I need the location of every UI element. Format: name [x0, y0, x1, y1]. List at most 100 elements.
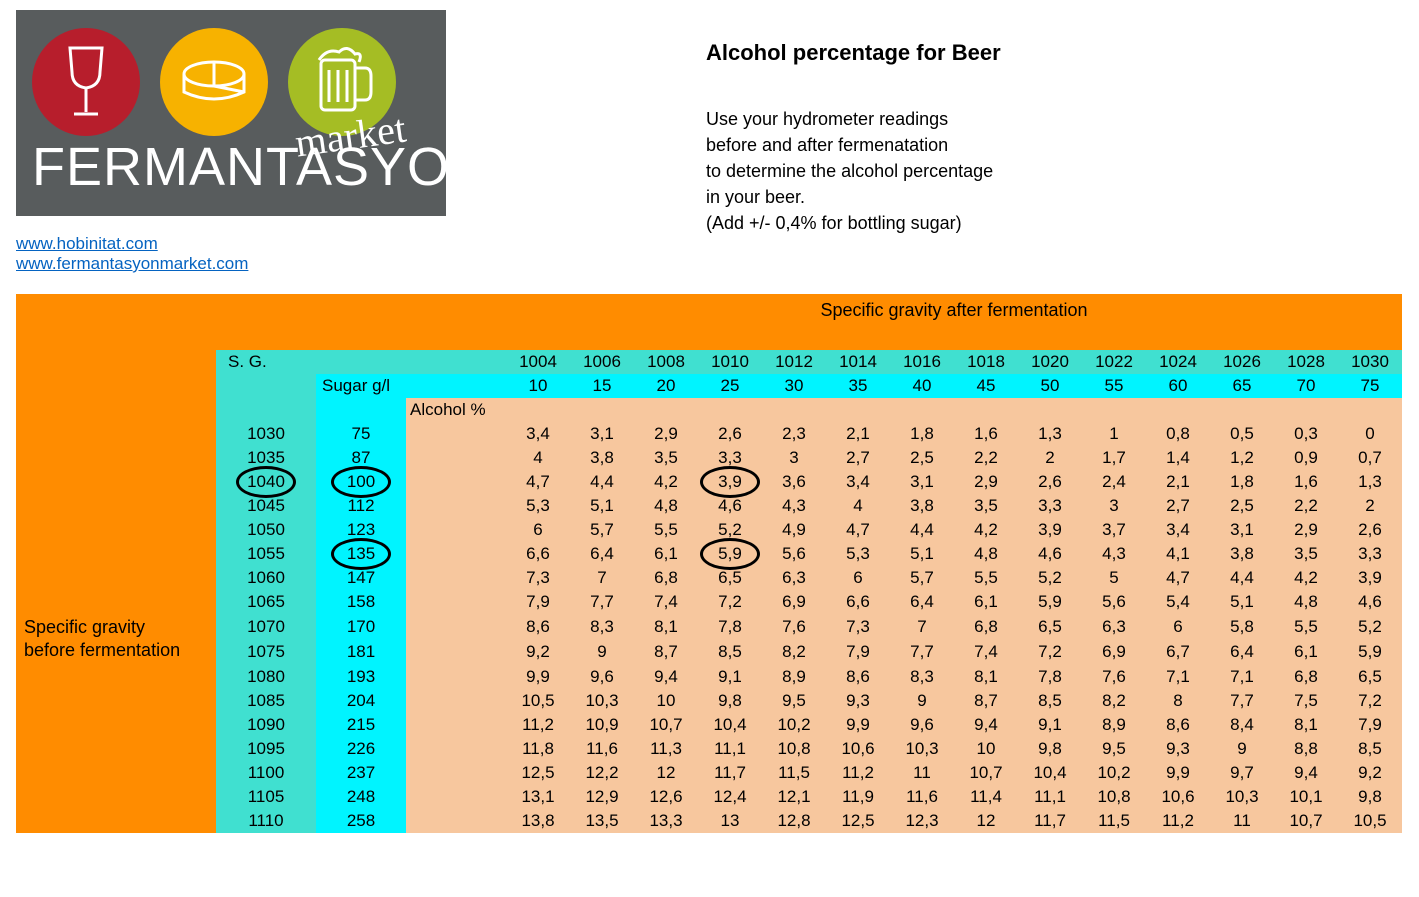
- cell-value: 11,7: [1018, 809, 1082, 833]
- side-label-before-fermentation: Specific gravitybefore fermentation: [16, 614, 216, 665]
- cell-value: 6: [1146, 614, 1210, 639]
- spacer: [16, 374, 216, 398]
- cell-value: 9,4: [634, 665, 698, 689]
- cell-value: 9,4: [1274, 761, 1338, 785]
- row-sg: 1075: [216, 639, 316, 664]
- spacer: [216, 398, 316, 422]
- spacer: [506, 327, 1402, 350]
- spacer: [216, 327, 506, 350]
- cell-value: 2: [1018, 446, 1082, 470]
- cell-value: 7,2: [1338, 689, 1402, 713]
- table-row: 105012365,75,55,24,94,74,44,23,93,73,43,…: [16, 518, 1402, 542]
- cell-value: 3,4: [506, 422, 570, 446]
- cell-value: 9,9: [506, 665, 570, 689]
- cell-value: 3,4: [1146, 518, 1210, 542]
- cell-value: 10,3: [570, 689, 634, 713]
- cell-value: 6,8: [954, 614, 1018, 639]
- table-row: 10801939,99,69,49,18,98,68,38,17,87,67,1…: [16, 665, 1402, 689]
- cell-value: 10,2: [1082, 761, 1146, 785]
- col-header-sg: 1010: [698, 350, 762, 374]
- cell-value: 11,9: [826, 785, 890, 809]
- cell-value: 1,3: [1018, 422, 1082, 446]
- spacer: [16, 327, 216, 350]
- cell-value: 9,6: [570, 665, 634, 689]
- row-sugar: 75: [316, 422, 406, 446]
- row-sugar: 226: [316, 737, 406, 761]
- spacer: [406, 542, 506, 566]
- spacer: [16, 590, 216, 614]
- cell-value: 6,3: [1082, 614, 1146, 639]
- cell-value: 2,6: [1338, 518, 1402, 542]
- cell-value: 2: [1338, 494, 1402, 518]
- cell-value: 8,3: [890, 665, 954, 689]
- col-header-sugar: 15: [570, 374, 634, 398]
- row-sg: 1065: [216, 590, 316, 614]
- cell-value: 4,9: [762, 518, 826, 542]
- cell-value: 5: [1082, 566, 1146, 590]
- cell-value: 5,2: [1018, 566, 1082, 590]
- col-header-sg: 1028: [1274, 350, 1338, 374]
- spacer: [406, 713, 506, 737]
- cell-value: 7,8: [698, 614, 762, 639]
- col-header-sugar: 75: [1338, 374, 1402, 398]
- cell-value: 8,3: [570, 614, 634, 639]
- cell-value: 8,8: [1274, 737, 1338, 761]
- col-header-sugar: 25: [698, 374, 762, 398]
- cell-value: 7,7: [1210, 689, 1274, 713]
- cell-value: 6,6: [506, 542, 570, 566]
- page: market FERMANTASYON www.hobinitat.com ww…: [0, 0, 1419, 843]
- cell-value: 9: [890, 689, 954, 713]
- row-sugar: 100: [316, 470, 406, 494]
- cell-value: 2,9: [1274, 518, 1338, 542]
- cell-value: 10,1: [1274, 785, 1338, 809]
- table-row: 108520410,510,3109,89,59,398,78,58,287,7…: [16, 689, 1402, 713]
- row-sugar: 181: [316, 639, 406, 664]
- row-sg: 1080: [216, 665, 316, 689]
- table-row: 1030753,43,12,92,62,32,11,81,61,310,80,5…: [16, 422, 1402, 446]
- cell-value: 3,8: [890, 494, 954, 518]
- row-sg: 1070: [216, 614, 316, 639]
- cell-value: 5,1: [890, 542, 954, 566]
- circled-highlight: 135: [340, 544, 382, 564]
- cell-value: 9,1: [1018, 713, 1082, 737]
- link-fermantasyonmarket[interactable]: www.fermantasyonmarket.com: [16, 254, 248, 273]
- cell-value: 1,4: [1146, 446, 1210, 470]
- cell-value: 2,9: [634, 422, 698, 446]
- cell-value: 7,9: [1338, 713, 1402, 737]
- circled-highlight: 1040: [245, 472, 287, 492]
- cell-value: 9,6: [890, 713, 954, 737]
- cell-value: 8,7: [954, 689, 1018, 713]
- row-sugar: 193: [316, 665, 406, 689]
- cell-value: 4,2: [634, 470, 698, 494]
- cell-value: 5,9: [1338, 639, 1402, 664]
- spacer: [16, 761, 216, 785]
- spacer: [406, 761, 506, 785]
- cell-value: 4,4: [1210, 566, 1274, 590]
- cell-value: 11,1: [1018, 785, 1082, 809]
- spacer: [406, 614, 506, 639]
- cell-value: 6,7: [1146, 639, 1210, 664]
- table-row: 10601477,376,86,56,365,75,55,254,74,44,2…: [16, 566, 1402, 590]
- cell-value: 7,9: [506, 590, 570, 614]
- header: market FERMANTASYON www.hobinitat.com ww…: [16, 10, 1403, 274]
- spacer: [16, 494, 216, 518]
- cell-value: 2,1: [1146, 470, 1210, 494]
- cell-value: 9,3: [826, 689, 890, 713]
- cell-value: 4,6: [698, 494, 762, 518]
- cell-value: 11,2: [506, 713, 570, 737]
- spacer: [16, 713, 216, 737]
- cell-value: 11,8: [506, 737, 570, 761]
- cell-value: 10,4: [698, 713, 762, 737]
- cell-value: 7: [890, 614, 954, 639]
- spacer: [406, 809, 506, 833]
- cell-value: 11,2: [826, 761, 890, 785]
- link-hobinitat[interactable]: www.hobinitat.com: [16, 234, 158, 253]
- cell-value: 9,2: [506, 639, 570, 664]
- spacer: [16, 809, 216, 833]
- cell-value: 1: [1082, 422, 1146, 446]
- cell-value: 11,2: [1146, 809, 1210, 833]
- cell-value: 4: [826, 494, 890, 518]
- cell-value: 9,8: [1338, 785, 1402, 809]
- cell-value: 13,5: [570, 809, 634, 833]
- cell-value: 5,7: [570, 518, 634, 542]
